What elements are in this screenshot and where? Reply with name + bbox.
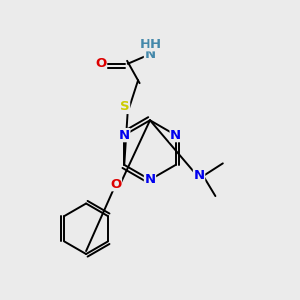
Text: N: N <box>194 169 205 182</box>
Text: N: N <box>170 129 181 142</box>
Text: S: S <box>120 100 130 113</box>
Text: H: H <box>140 38 151 51</box>
Text: H: H <box>150 38 161 51</box>
Text: N: N <box>119 129 130 142</box>
Text: N: N <box>144 173 156 186</box>
Text: N: N <box>144 48 156 62</box>
Text: O: O <box>95 57 106 70</box>
Text: O: O <box>110 178 122 191</box>
